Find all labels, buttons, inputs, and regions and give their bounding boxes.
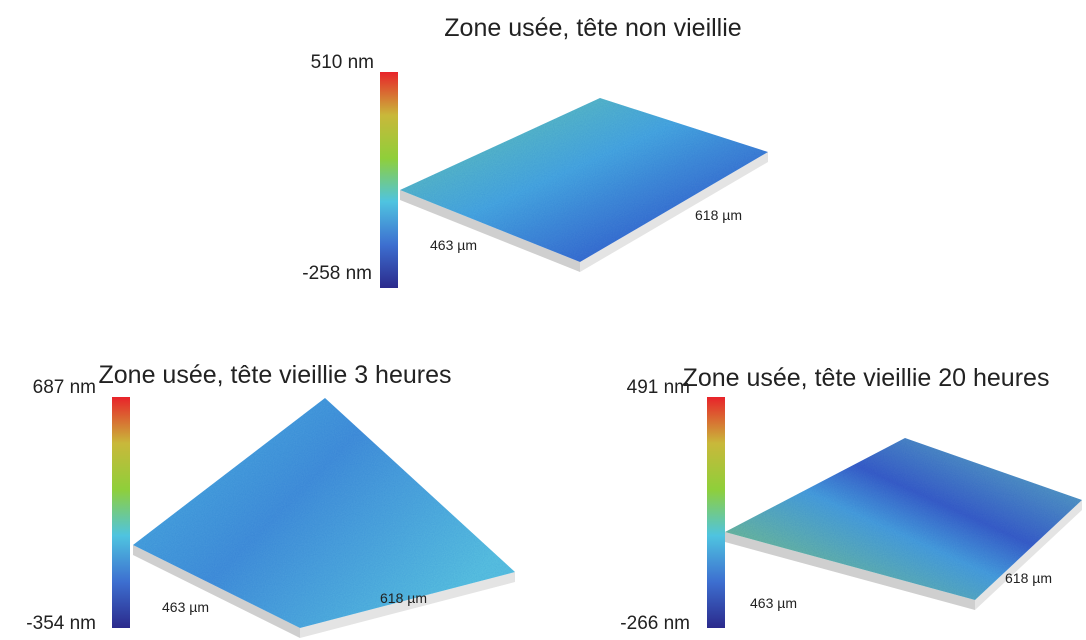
- colorbar: [707, 397, 725, 628]
- scale-max: 687 nm: [33, 377, 96, 398]
- scale-max: 491 nm: [627, 377, 690, 398]
- scale-min: -266 nm: [620, 613, 690, 634]
- width-label: 463 µm: [162, 599, 209, 615]
- scale-min: -354 nm: [26, 613, 96, 634]
- colorbar: [380, 72, 398, 288]
- panel-title: Zone usée, tête vieillie 3 heures: [99, 361, 452, 389]
- colorbar: [112, 397, 130, 628]
- panel: Zone usée, tête vieillie 20 heures 491 n…: [620, 364, 1082, 634]
- panel-title: Zone usée, tête non vieillie: [444, 14, 741, 42]
- length-label: 618 µm: [1005, 570, 1052, 586]
- surface-base: [975, 500, 1082, 610]
- surface-base: [725, 532, 975, 610]
- panel-title: Zone usée, tête vieillie 20 heures: [683, 364, 1050, 392]
- panel: Zone usée, tête non vieillie 510 nm -258…: [302, 14, 768, 288]
- width-label: 463 µm: [430, 237, 477, 253]
- surface-base: [133, 545, 300, 638]
- surface: [400, 98, 768, 262]
- surface-base: [400, 190, 580, 272]
- length-label: 618 µm: [695, 207, 742, 223]
- length-label: 618 µm: [380, 590, 427, 606]
- surface-base: [580, 152, 768, 272]
- scale-min: -258 nm: [302, 263, 372, 284]
- scale-max: 510 nm: [311, 52, 374, 73]
- surface-base: [300, 572, 515, 638]
- panel: Zone usée, tête vieillie 3 heures 687 nm…: [26, 361, 515, 638]
- surface: [725, 438, 1082, 600]
- surface: [133, 398, 515, 628]
- width-label: 463 µm: [750, 595, 797, 611]
